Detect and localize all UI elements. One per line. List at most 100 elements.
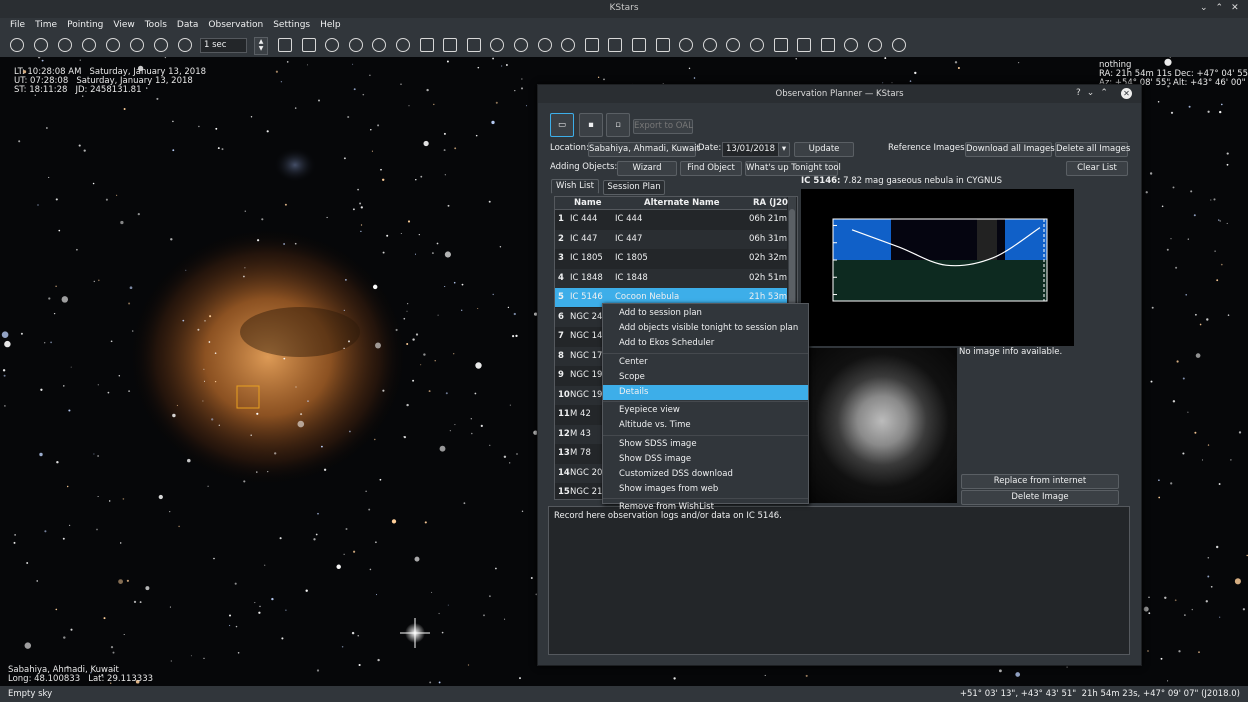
toolbar-button[interactable] — [348, 38, 363, 52]
toolbar-button[interactable] — [419, 38, 434, 52]
toolbar-button[interactable] — [514, 38, 528, 52]
context-menu-item[interactable]: Customized DSS download — [619, 469, 733, 479]
table-row[interactable]: 2 IC 447 IC 447 06h 31m — [555, 229, 787, 249]
star — [1207, 110, 1210, 113]
toolbar-button[interactable] — [154, 38, 168, 52]
toolbar-button[interactable] — [679, 38, 694, 52]
find-object-button[interactable]: Find Object — [680, 161, 742, 176]
menu-item[interactable]: Help — [320, 20, 341, 30]
toolbar-button[interactable] — [106, 38, 120, 52]
menu-item[interactable]: View — [113, 20, 135, 30]
time-step-spinbox[interactable]: 1 sec — [200, 38, 247, 53]
menu-item[interactable]: Settings — [273, 20, 311, 30]
delete-all-images-button[interactable]: Delete all Images — [1055, 142, 1130, 157]
context-menu-item[interactable]: Add to session plan — [619, 308, 702, 318]
whats-up-tonight-button[interactable]: What's up Tonight tool — [745, 161, 841, 176]
header-alternate-name[interactable]: Alternate Name — [644, 198, 720, 208]
star — [172, 149, 175, 152]
toolbar-button[interactable] — [178, 38, 192, 52]
toolbar-button[interactable] — [584, 38, 599, 52]
header-ra[interactable]: RA (J20 — [753, 198, 788, 208]
toolbar-button[interactable] — [844, 38, 859, 52]
toolbar-button[interactable] — [891, 38, 906, 52]
context-menu-item[interactable]: Details — [603, 385, 808, 400]
header-name[interactable]: Name — [574, 198, 602, 208]
open-button[interactable]: ▭ — [550, 113, 574, 137]
menu-item[interactable]: Data — [176, 20, 199, 30]
toolbar-button[interactable] — [632, 38, 646, 52]
table-row[interactable]: 1 IC 444 IC 444 06h 21m — [555, 210, 787, 229]
date-dropdown[interactable]: ▾ — [778, 142, 790, 157]
window-controls[interactable]: ⌄⌃✕ — [1200, 3, 1247, 13]
star — [454, 424, 456, 426]
toolbar-button[interactable] — [797, 38, 812, 52]
star — [135, 679, 140, 684]
context-menu-item[interactable]: Add to Ekos Scheduler — [619, 338, 715, 349]
menu-item[interactable]: Tools — [144, 20, 167, 30]
toolbar-button[interactable] — [278, 38, 292, 52]
toolbar-button[interactable] — [466, 38, 481, 52]
toolbar-button[interactable] — [702, 38, 717, 52]
context-menu-item[interactable]: Show SDSS image — [619, 438, 697, 449]
toolbar-button[interactable] — [443, 38, 458, 52]
spin-arrows[interactable]: ▲ ▼ — [254, 37, 268, 55]
context-menu-item[interactable]: Altitude vs. Time — [619, 420, 691, 431]
update-button[interactable]: Update — [794, 142, 854, 157]
toolbar-button[interactable] — [490, 38, 505, 52]
dialog-controls[interactable]: ?⌄⌃ — [1076, 88, 1114, 98]
table-row[interactable]: 3 IC 1805 IC 1805 02h 32m — [555, 249, 787, 268]
context-menu-item[interactable]: Center — [619, 356, 648, 367]
delete-image-button[interactable]: Delete Image — [961, 490, 1119, 505]
toolbar-button[interactable] — [325, 38, 340, 52]
location-button[interactable]: Sabahiya, Ahmadi, Kuwait — [588, 142, 700, 157]
toolbar-button[interactable] — [372, 38, 387, 52]
star — [423, 140, 429, 147]
date-field[interactable]: 13/01/2018 — [722, 142, 779, 157]
menu-item[interactable]: Observation — [208, 20, 264, 30]
toolbar-button[interactable] — [726, 38, 741, 52]
tab-session-plan[interactable]: Session Plan — [603, 180, 665, 195]
context-menu-item[interactable]: Show DSS image — [619, 453, 692, 464]
toolbar-button[interactable] — [608, 38, 623, 52]
star — [369, 568, 372, 571]
tab-wish-list[interactable]: Wish List — [551, 179, 599, 194]
notes-editor[interactable]: Record here observation logs and/or data… — [548, 506, 1130, 655]
wizard-button[interactable]: Wizard — [617, 161, 677, 176]
star — [347, 340, 351, 343]
toolbar-button[interactable] — [34, 38, 48, 52]
table-row[interactable]: 4 IC 1848 IC 1848 02h 51m — [555, 268, 787, 288]
context-menu-item[interactable]: Scope — [619, 371, 645, 382]
toolbar-button[interactable] — [58, 38, 72, 52]
toolbar-button[interactable] — [655, 38, 670, 52]
star — [443, 132, 446, 135]
toolbar-button[interactable] — [773, 38, 788, 52]
menu-item[interactable]: Time — [35, 20, 58, 30]
toolbar-button[interactable] — [561, 38, 576, 52]
context-menu-item[interactable]: Add objects visible tonight to session p… — [619, 323, 799, 334]
star — [444, 251, 451, 258]
scroll-thumb[interactable] — [789, 209, 795, 359]
context-menu-item[interactable]: Eyepiece view — [619, 405, 680, 416]
toolbar-button[interactable] — [396, 38, 410, 52]
download-all-images-button[interactable]: Download all Images — [965, 142, 1055, 157]
toolbar-button[interactable] — [10, 38, 24, 52]
toolbar-button[interactable] — [750, 38, 764, 52]
context-menu-item[interactable]: Remove from WishList — [619, 502, 714, 513]
toolbar-button[interactable] — [301, 38, 316, 52]
save-button[interactable]: ▪ — [579, 113, 603, 137]
dialog-close[interactable]: ✕ — [1121, 88, 1132, 99]
export-oal-button[interactable]: Export to OAL — [633, 119, 693, 134]
toolbar-button[interactable] — [868, 38, 882, 52]
replace-from-internet-button[interactable]: Replace from internet — [961, 474, 1119, 489]
toolbar-button[interactable] — [537, 38, 552, 52]
menu-item[interactable]: File — [10, 20, 26, 30]
toolbar-button[interactable] — [82, 38, 96, 52]
star — [1160, 657, 1163, 660]
table-row[interactable]: 5 IC 5146 Cocoon Nebula 21h 53m — [555, 288, 787, 307]
save-as-button[interactable]: ▫ — [606, 113, 630, 137]
clear-list-button[interactable]: Clear List — [1066, 161, 1128, 176]
toolbar-button[interactable] — [130, 38, 144, 52]
context-menu-item[interactable]: Show images from web — [619, 484, 719, 495]
toolbar-button[interactable] — [820, 38, 835, 52]
menu-item[interactable]: Pointing — [67, 20, 104, 30]
